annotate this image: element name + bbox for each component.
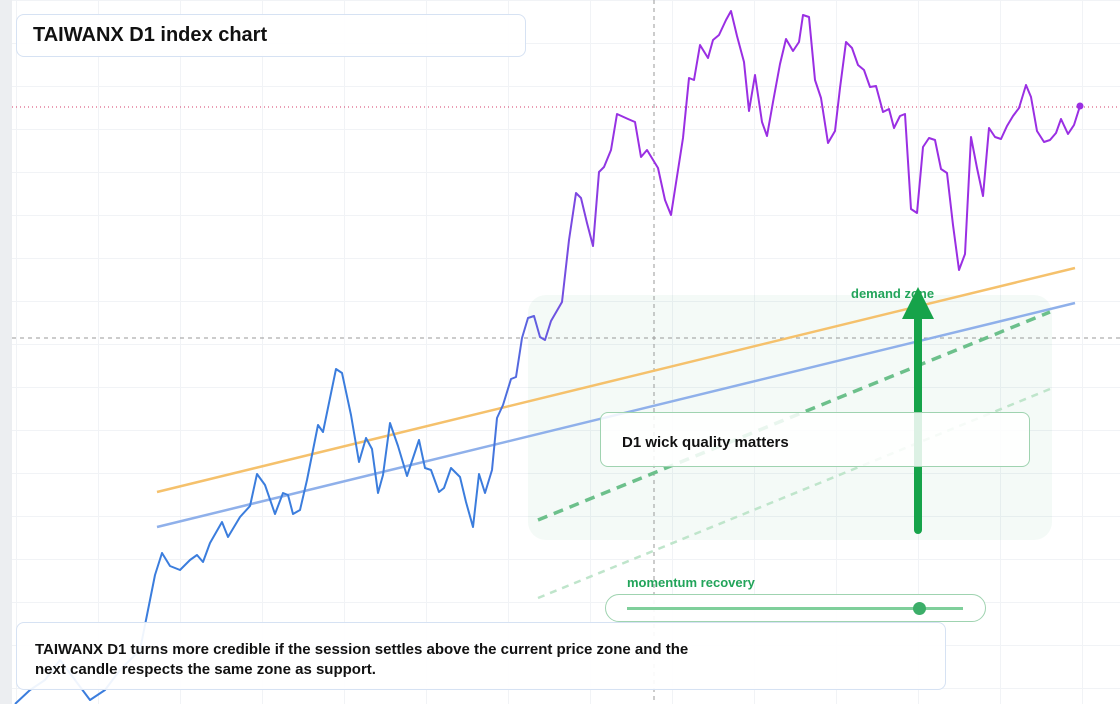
callout: D1 wick quality matters (600, 412, 1030, 467)
left-strip (0, 0, 12, 704)
slider (605, 594, 986, 622)
footer-text: TAIWANX D1 turns more credible if the se… (35, 641, 689, 678)
slider-label: momentum recovery (627, 575, 755, 590)
chart-title: TAIWANX D1 index chart (16, 14, 526, 57)
price-series (14, 10, 1081, 704)
footer-note: TAIWANX D1 turns more credible if the se… (16, 622, 946, 690)
slider-knob[interactable] (913, 602, 927, 615)
slider-track (627, 602, 963, 615)
zone-label: demand zone (851, 286, 934, 301)
last-point (1076, 102, 1084, 110)
